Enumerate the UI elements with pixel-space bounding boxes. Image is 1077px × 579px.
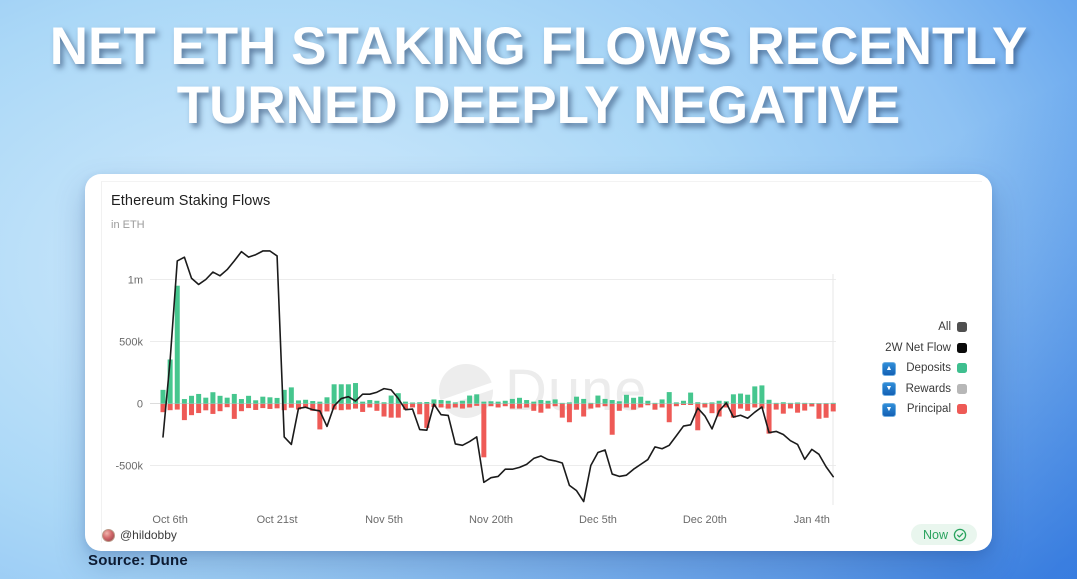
- legend-label: Deposits: [906, 362, 951, 375]
- svg-text:Oct 21st: Oct 21st: [257, 514, 298, 526]
- y-axis-labels: 1m 500k 0 -500k: [115, 275, 143, 473]
- legend-item-all[interactable]: All: [847, 317, 967, 338]
- legend-swatch: [957, 383, 967, 394]
- refresh-badge[interactable]: Now: [910, 524, 977, 545]
- x-axis-labels: Oct 6th Oct 21st Nov 5th Nov 20th Dec 5th Dec…: [152, 514, 829, 526]
- legend-label: Rewards: [905, 382, 951, 395]
- legend-item-deposits[interactable]: ▲ Deposits: [847, 358, 967, 379]
- author-row[interactable]: @hildobby: [102, 527, 177, 543]
- legend-item-principal[interactable]: ▼ Principal: [847, 399, 967, 420]
- down-arrow-icon[interactable]: ▼: [882, 402, 896, 417]
- up-arrow-icon[interactable]: ▲: [882, 361, 896, 376]
- svg-text:Jan 4th: Jan 4th: [794, 514, 830, 526]
- legend-swatch: [957, 404, 967, 415]
- headline: NET ETH STAKING FLOWS RECENTLY TURNED DE…: [0, 17, 1077, 135]
- svg-text:1m: 1m: [128, 275, 143, 287]
- author-handle: @hildobby: [120, 528, 177, 542]
- legend-label: 2W Net Flow: [885, 341, 951, 354]
- svg-text:Oct 6th: Oct 6th: [152, 514, 187, 526]
- verified-check-icon: [953, 528, 967, 541]
- dune-watermark-text: Dune: [505, 358, 648, 423]
- legend-item-rewards[interactable]: ▼ Rewards: [847, 379, 967, 400]
- svg-text:0: 0: [137, 399, 143, 411]
- svg-text:-500k: -500k: [115, 461, 143, 473]
- deposits-bars: [160, 285, 836, 404]
- legend-item-2w-net-flow[interactable]: 2W Net Flow: [847, 338, 967, 359]
- svg-text:500k: 500k: [119, 337, 143, 349]
- svg-text:Dec 20th: Dec 20th: [683, 514, 727, 526]
- down-arrow-icon[interactable]: ▼: [882, 382, 896, 396]
- chart-card: Dune 1m 500k 0 -500k Oct 6th Oct 21st Nov 5th No…: [85, 174, 992, 551]
- principal-bars: [160, 404, 836, 458]
- legend-swatch: [957, 363, 967, 374]
- legend-swatch: [957, 322, 967, 333]
- refresh-badge-label: Now: [922, 527, 948, 542]
- gridlines: [150, 274, 836, 505]
- svg-text:Dec 5th: Dec 5th: [579, 514, 617, 526]
- headline-line1: NET ETH STAKING FLOWS RECENTLY: [49, 17, 1028, 76]
- chart-subtitle: in ETH: [111, 219, 145, 231]
- chart-legend: All 2W Net Flow ▲ Deposits ▼ Rewards ▼ Principa…: [847, 317, 967, 420]
- headline-line2: TURNED DEEPLY NEGATIVE: [176, 76, 901, 135]
- svg-text:Nov 20th: Nov 20th: [469, 514, 513, 526]
- author-avatar: [102, 528, 115, 542]
- legend-label: All: [938, 321, 951, 334]
- chart-canvas[interactable]: Dune 1m 500k 0 -500k Oct 6th Oct 21st Nov 5th No…: [85, 174, 992, 551]
- chart-title: Ethereum Staking Flows: [111, 193, 271, 209]
- dune-watermark: Dune: [435, 358, 648, 423]
- legend-label: Principal: [906, 403, 951, 416]
- net-flow-line: [162, 250, 835, 503]
- rewards-bars: [160, 403, 836, 404]
- legend-swatch: [957, 342, 967, 353]
- source-note: Source: Dune: [88, 552, 188, 569]
- svg-text:Nov 5th: Nov 5th: [365, 514, 403, 526]
